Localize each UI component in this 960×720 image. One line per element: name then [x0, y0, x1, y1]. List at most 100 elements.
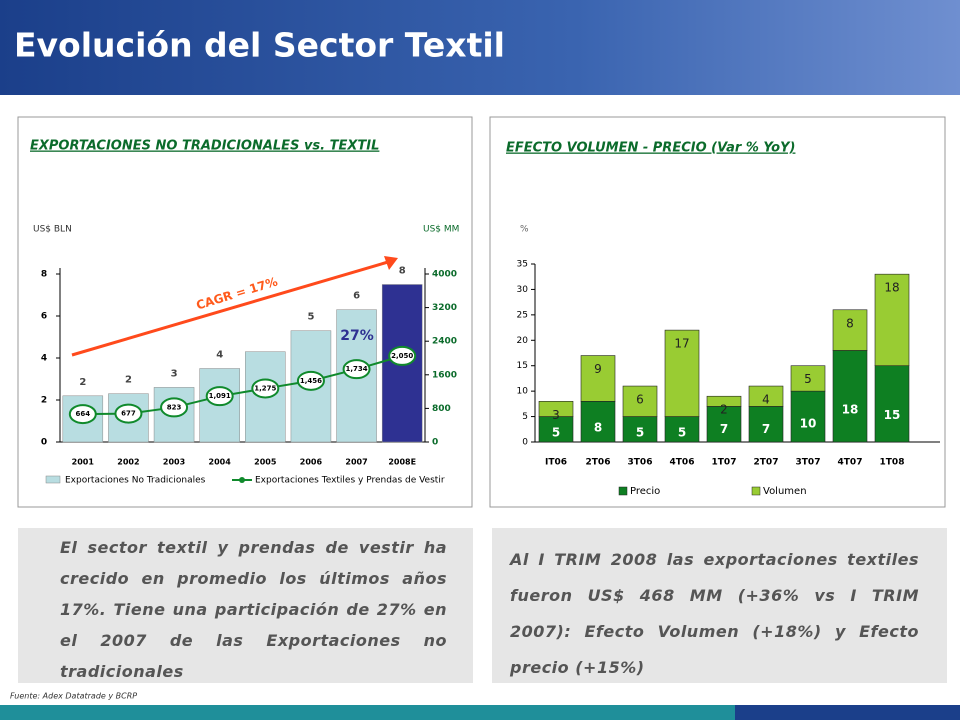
axis-label: US$ MM	[423, 225, 459, 235]
data-label: 5	[307, 312, 314, 323]
x-tick-label: 2003	[163, 458, 185, 467]
data-label: 8	[399, 266, 406, 277]
data-label: 1,091	[209, 392, 231, 400]
x-tick-label: 2008E	[388, 458, 416, 467]
x-tick-label: 2T06	[586, 458, 611, 468]
data-label: 5	[636, 426, 644, 440]
marker	[342, 359, 371, 380]
data-label: 4	[762, 393, 770, 407]
bar	[336, 309, 377, 443]
source: Fuente: Adex Datatrade y BCRP	[10, 692, 137, 701]
x-tick-label: 2004	[209, 458, 232, 467]
data-label: 2,050	[391, 352, 413, 360]
data-label: 3	[171, 368, 178, 379]
data-label: 15	[884, 408, 901, 422]
x-tick-label: 3T06	[628, 458, 653, 468]
footer-band	[0, 705, 735, 720]
x-tick-label: 2005	[254, 458, 277, 467]
data-label: 2	[79, 377, 86, 388]
axis-label: US$ BLN	[33, 225, 72, 235]
bar-segment	[832, 309, 868, 351]
legend-label: Exportaciones No Tradicionales	[65, 476, 206, 486]
bar-segment	[706, 406, 742, 443]
data-label: 4	[216, 350, 223, 361]
bar-segment	[874, 273, 910, 367]
bar-segment	[706, 395, 742, 407]
x-tick-label: 2T07	[754, 458, 779, 468]
bar-segment	[622, 385, 658, 417]
data-label: 5	[804, 372, 812, 386]
arrow	[71, 260, 389, 357]
paragraph: El sector textil y prendas de vestir ha …	[18, 528, 473, 683]
data-label: 18	[842, 402, 859, 416]
y2-tick-label: 1600	[432, 370, 457, 380]
x-tick-label: 1T07	[712, 458, 737, 468]
data-label: 7	[720, 422, 728, 436]
y-tick-label: 0	[522, 438, 528, 448]
marker	[296, 370, 325, 391]
arrowhead	[384, 256, 398, 270]
y-tick-label: 30	[517, 285, 529, 295]
x-tick-label: 4T06	[670, 458, 695, 468]
footer-band	[735, 705, 960, 720]
y2-tick-label: 2400	[432, 337, 457, 347]
data-label: 3	[552, 408, 560, 422]
y-tick-label: 5	[522, 412, 528, 422]
annotation: 27%	[340, 328, 374, 344]
data-label: 2	[720, 403, 728, 417]
y-tick-label: 15	[517, 361, 528, 371]
bar-segment	[832, 350, 868, 443]
data-label: 7	[762, 422, 770, 436]
data-label: 2	[125, 375, 132, 386]
bar-segment	[874, 365, 910, 443]
legend-label: Precio	[630, 486, 660, 497]
data-label: 10	[800, 417, 817, 431]
bar-segment	[538, 401, 574, 417]
marker	[68, 404, 97, 425]
chart-title: EFECTO VOLUMEN - PRECIO (Var % YoY)	[506, 141, 795, 156]
chart-title: EXPORTACIONES NO TRADICIONALES vs. TEXTI…	[30, 139, 379, 154]
x-tick-label: 4T07	[838, 458, 863, 468]
x-tick-label: 2002	[117, 458, 139, 467]
legend-label: Volumen	[763, 486, 807, 497]
legend-swatch	[45, 475, 61, 484]
header-band	[0, 0, 960, 95]
data-label: 823	[167, 403, 182, 411]
x-tick-label: 3T07	[796, 458, 821, 468]
bar-segment	[580, 355, 616, 402]
y-tick-label: 6	[41, 312, 47, 322]
y-tick-label: 2	[41, 396, 47, 406]
y-tick-label: 0	[41, 438, 47, 448]
data-label: 17	[674, 337, 689, 351]
y2-tick-label: 800	[432, 404, 451, 414]
legend-swatch	[239, 477, 245, 483]
paragraph: Al I TRIM 2008 las exportaciones textile…	[492, 528, 947, 683]
y-tick-label: 8	[41, 270, 47, 280]
data-label: 5	[678, 426, 686, 440]
legend-label: Exportaciones Textiles y Prendas de Vest…	[255, 476, 445, 486]
y-tick-label: 25	[517, 310, 528, 320]
data-label: 1,456	[300, 377, 322, 385]
y-tick-label: 4	[41, 354, 47, 364]
x-tick-label: 2007	[345, 458, 367, 467]
y2-tick-label: 0	[432, 438, 438, 448]
bar-segment	[790, 365, 826, 392]
data-label: 6	[636, 393, 644, 407]
marker	[114, 403, 143, 424]
axis-label: %	[520, 225, 529, 235]
marker	[388, 345, 417, 366]
data-label: 677	[121, 410, 136, 418]
y-tick-label: 10	[517, 387, 529, 397]
data-label: 8	[594, 420, 602, 434]
data-label: 1,275	[254, 384, 276, 392]
y2-tick-label: 4000	[432, 270, 457, 280]
data-label: 9	[594, 362, 602, 376]
x-tick-label: 1T08	[880, 458, 905, 468]
bar-segment	[748, 385, 784, 407]
legend-swatch	[751, 486, 761, 496]
marker	[251, 378, 280, 399]
y-tick-label: 20	[517, 336, 529, 346]
bar-segment	[790, 390, 826, 443]
